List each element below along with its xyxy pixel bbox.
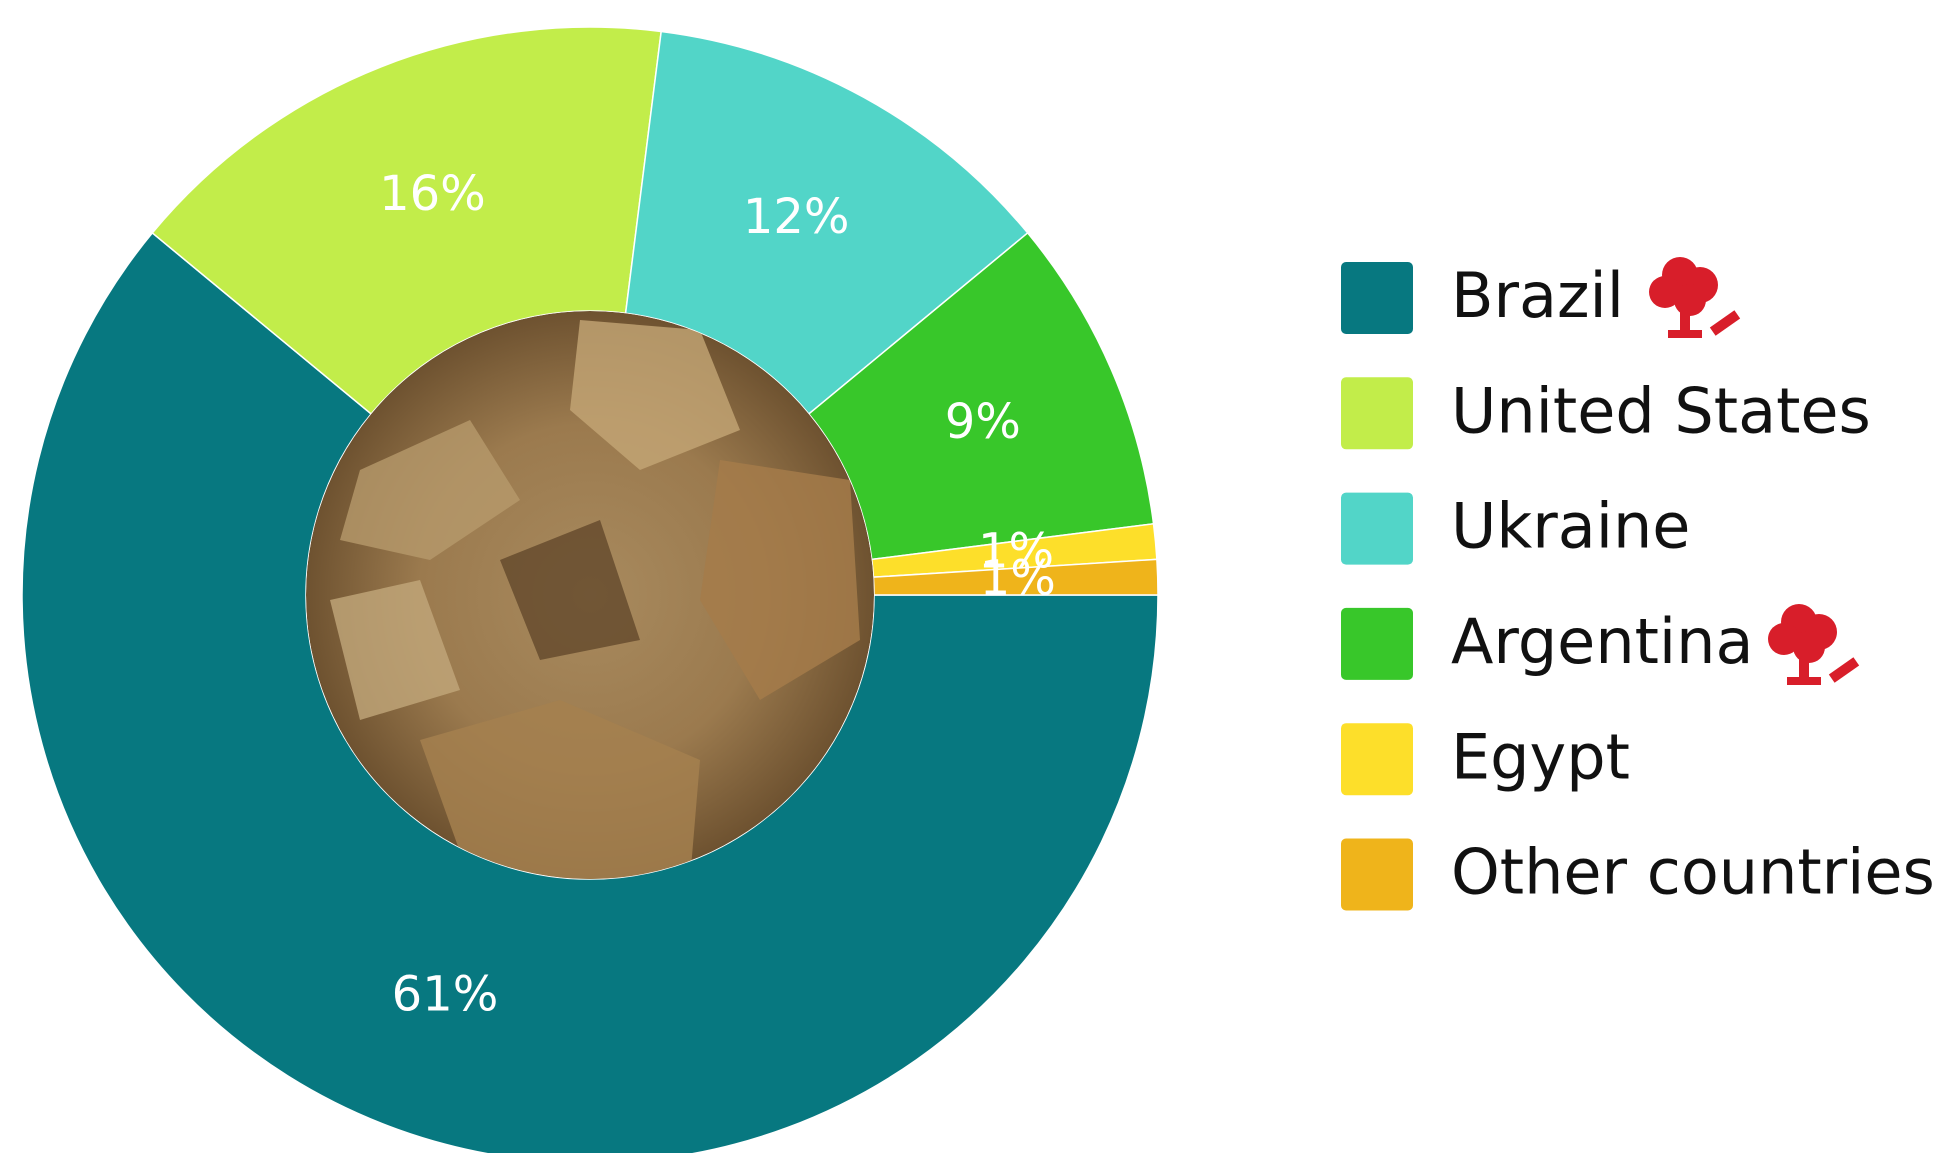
legend-label: Egypt xyxy=(1451,720,1630,793)
slices xyxy=(21,26,1159,1153)
deforestation-icon xyxy=(1649,257,1741,338)
legend-swatch xyxy=(1341,377,1413,450)
value-labels: 61% 16% 12% 9% 1%1% xyxy=(379,166,1056,1023)
legend-swatch xyxy=(1341,838,1413,911)
legend-label: Argentina xyxy=(1451,605,1753,678)
legend: Brazil United States Ukraine Argentina Egypt… xyxy=(1341,259,1935,911)
value-label: 1% xyxy=(980,551,1056,607)
deforestation-icon xyxy=(1768,604,1860,685)
value-label: 12% xyxy=(743,189,850,245)
legend-swatch xyxy=(1341,492,1413,565)
legend-swatch xyxy=(1341,723,1413,796)
legend-label: Brazil xyxy=(1451,259,1624,332)
legend-swatch xyxy=(1341,262,1413,334)
legend-label: Other countries xyxy=(1451,836,1935,909)
legend-label: Ukraine xyxy=(1451,490,1690,563)
value-label: 61% xyxy=(392,967,499,1023)
legend-label: United States xyxy=(1451,374,1871,447)
legend-swatch xyxy=(1341,607,1413,680)
value-label: 9% xyxy=(945,394,1021,450)
value-label: 1% xyxy=(978,524,1054,580)
center-image xyxy=(306,311,874,879)
value-label: 16% xyxy=(379,166,486,222)
